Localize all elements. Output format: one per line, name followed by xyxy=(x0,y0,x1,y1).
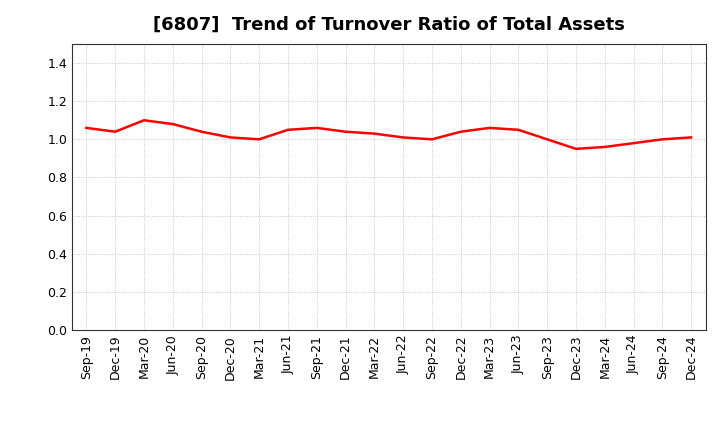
Title: [6807]  Trend of Turnover Ratio of Total Assets: [6807] Trend of Turnover Ratio of Total … xyxy=(153,16,625,34)
